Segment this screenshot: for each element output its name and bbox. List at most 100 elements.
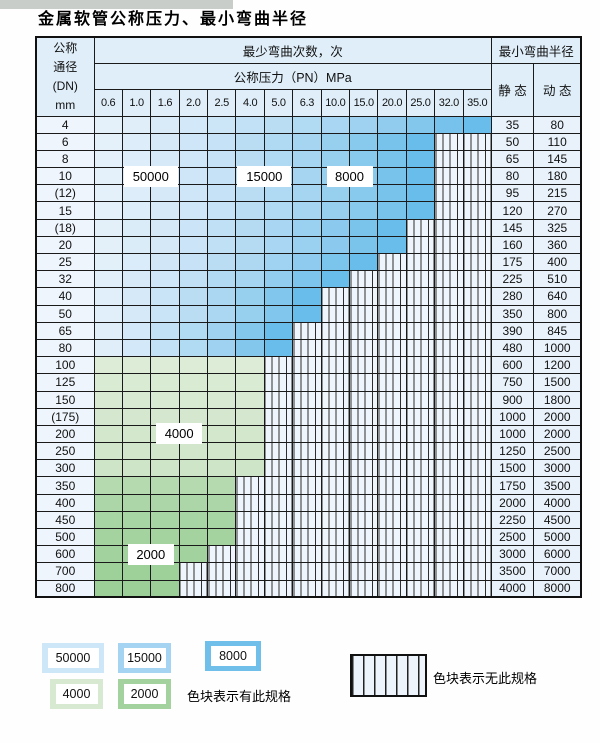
- pressure-cell: [292, 545, 322, 564]
- pressure-cell: [349, 476, 379, 495]
- pressure-cell: [235, 390, 265, 409]
- pressure-cell: [207, 201, 237, 220]
- pressure-cell: [93, 115, 123, 134]
- pressure-cell: [263, 493, 294, 512]
- pressure-cell: [93, 579, 123, 598]
- pressure-cell: [462, 287, 492, 306]
- pressure-cell: [377, 235, 407, 255]
- dn-cell: 300: [35, 459, 95, 478]
- pressure-cell: [320, 493, 351, 512]
- static-radius-cell: 2000: [490, 493, 534, 512]
- pressure-cell: [349, 424, 379, 444]
- pressure-cell: [405, 476, 436, 495]
- dn-cell: 400: [35, 493, 95, 512]
- pressure-cell: [207, 545, 237, 564]
- pressure-cell: [405, 218, 436, 237]
- static-radius-cell: 3500: [490, 562, 534, 581]
- pressure-cell: [434, 252, 464, 272]
- pressure-cell: [150, 356, 180, 375]
- legend-swatch: 4000: [50, 679, 103, 709]
- pressure-cell: [405, 424, 436, 444]
- pressure-cell: [292, 167, 322, 186]
- pressure-cell: [349, 579, 379, 598]
- pressure-header: 公称压力（PN）MPa: [93, 62, 492, 90]
- pressure-cell: [320, 201, 351, 220]
- pressure-cell: [377, 579, 407, 598]
- table-row: 100 600 1200: [35, 356, 582, 375]
- pressure-cell: [320, 562, 351, 581]
- pressure-cell: [207, 252, 237, 272]
- scan-artifact-bar: [0, 0, 233, 9]
- dynamic-radius-cell: 3000: [532, 459, 582, 478]
- pressure-cell: [93, 424, 123, 444]
- pressure-cell: [263, 545, 294, 564]
- table-row: (18) 145 325: [35, 218, 582, 237]
- pressure-cell: [292, 304, 322, 323]
- pressure-cell: [405, 493, 436, 512]
- pressure-cell: [434, 527, 464, 547]
- pressure-cell: [263, 270, 294, 289]
- pressure-cell: [292, 149, 322, 169]
- dynamic-radius-cell: 640: [532, 287, 582, 306]
- pressure-cell: [121, 493, 152, 512]
- pressure-cell: [207, 493, 237, 512]
- pressure-cell: [405, 407, 436, 426]
- pressure-cell: [235, 545, 265, 564]
- pressure-cell: [150, 476, 180, 495]
- dn-cell: 25: [35, 252, 95, 272]
- pressure-cell: [263, 390, 294, 409]
- dynamic-radius-cell: 800: [532, 304, 582, 323]
- pressure-cell: [121, 304, 152, 323]
- pressure-cell: [434, 545, 464, 564]
- pressure-cell: [178, 579, 209, 598]
- dn-cell: 15: [35, 201, 95, 220]
- static-radius-cell: 65: [490, 149, 534, 169]
- pressure-cell: [434, 167, 464, 186]
- static-radius-cell: 50: [490, 132, 534, 151]
- pressure-cell: [320, 321, 351, 340]
- pressure-cell: [93, 201, 123, 220]
- dynamic-radius-cell: 7000: [532, 562, 582, 581]
- pressure-cell: [462, 235, 492, 255]
- table-row: 350 1750 3500: [35, 476, 582, 495]
- static-header: 静 态: [490, 62, 534, 117]
- pressure-cell: [320, 579, 351, 598]
- legend-swatch: 15000: [118, 643, 171, 673]
- pressure-tick: 6.3: [292, 88, 322, 117]
- dynamic-radius-cell: 8000: [532, 579, 582, 598]
- dynamic-radius-cell: 2000: [532, 407, 582, 426]
- pressure-cell: [178, 252, 209, 272]
- dynamic-radius-cell: 4500: [532, 510, 582, 530]
- pressure-cell: [349, 390, 379, 409]
- dynamic-radius-cell: 145: [532, 149, 582, 169]
- pressure-cell: [263, 235, 294, 255]
- pressure-cell: [462, 149, 492, 169]
- table-row: 65 390 845: [35, 321, 582, 340]
- legend-no-spec-text: 色块表示无此规格: [433, 671, 538, 686]
- pressure-cell: [434, 270, 464, 289]
- pressure-cell: [235, 115, 265, 134]
- pressure-cell: [292, 493, 322, 512]
- pressure-cell: [207, 218, 237, 237]
- pressure-cell: [93, 304, 123, 323]
- pressure-cell: [207, 373, 237, 392]
- pressure-cell: [263, 218, 294, 237]
- pressure-cell: [207, 184, 237, 203]
- static-radius-cell: 350: [490, 304, 534, 323]
- pressure-cell: [462, 270, 492, 289]
- pressure-cell: [292, 321, 322, 340]
- pressure-cell: [462, 527, 492, 547]
- dynamic-radius-cell: 510: [532, 270, 582, 289]
- dn-cell: 250: [35, 442, 95, 461]
- pressure-cell: [405, 167, 436, 186]
- pressure-cell: [178, 442, 209, 461]
- pressure-cell: [263, 442, 294, 461]
- pressure-cell: [405, 562, 436, 581]
- legend-swatch: 50000: [42, 643, 104, 673]
- pressure-cell: [349, 373, 379, 392]
- static-radius-cell: 35: [490, 115, 534, 134]
- table-row: 20 160 360: [35, 235, 582, 255]
- static-radius-cell: 600: [490, 356, 534, 375]
- dn-header-line2: 通径: [53, 59, 78, 74]
- pressure-cell: [320, 304, 351, 323]
